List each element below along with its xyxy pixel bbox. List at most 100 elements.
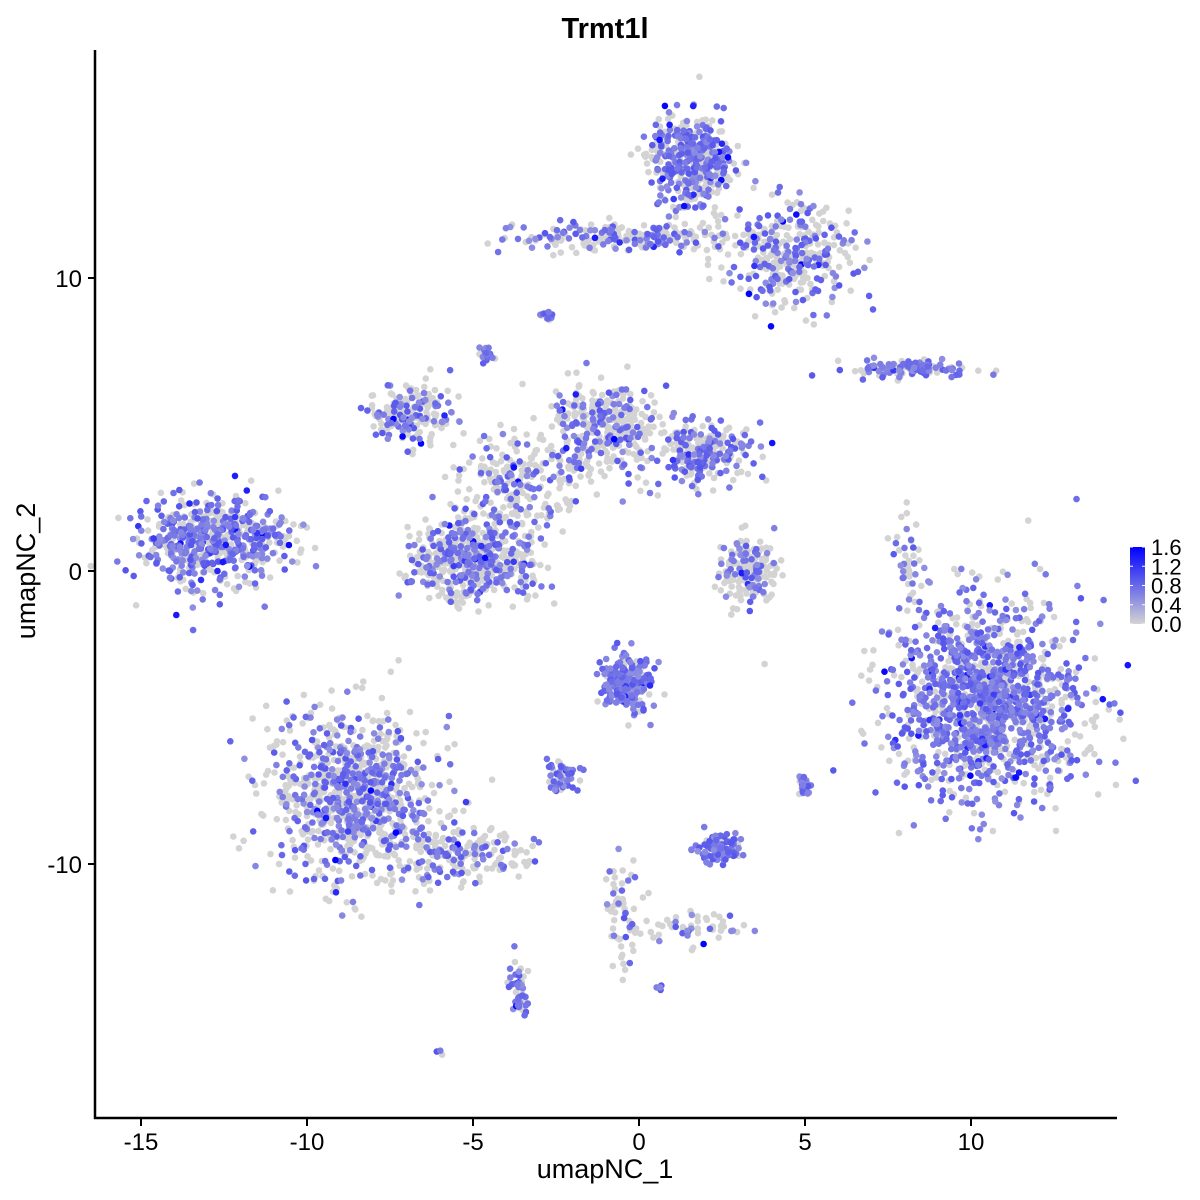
data-point <box>1036 737 1044 745</box>
data-point <box>603 449 611 457</box>
data-point <box>725 577 733 585</box>
data-point <box>814 241 822 248</box>
data-point <box>568 243 576 251</box>
data-point <box>302 860 309 868</box>
data-point <box>376 724 384 731</box>
data-point <box>535 839 543 846</box>
data-point <box>548 423 556 430</box>
data-point <box>539 475 547 482</box>
data-point <box>259 812 267 819</box>
data-point <box>970 584 977 592</box>
data-point <box>399 812 407 820</box>
data-point <box>246 511 254 518</box>
data-point <box>987 696 994 703</box>
data-point <box>650 409 658 416</box>
data-point <box>1010 689 1018 696</box>
data-point <box>378 420 385 428</box>
data-point <box>420 739 427 747</box>
data-point <box>968 825 976 832</box>
data-point <box>954 689 962 697</box>
data-point <box>923 609 930 617</box>
data-point <box>276 788 284 796</box>
data-point <box>368 866 376 874</box>
data-point <box>327 845 334 853</box>
data-point <box>193 499 200 506</box>
data-point <box>610 880 617 888</box>
data-point <box>345 821 353 828</box>
data-point <box>1027 604 1034 612</box>
data-point <box>424 836 432 843</box>
data-point <box>940 645 948 653</box>
data-point <box>1005 771 1012 779</box>
data-point <box>454 488 462 495</box>
data-point <box>290 521 297 528</box>
data-point <box>321 857 329 865</box>
data-point <box>207 566 214 574</box>
data-point <box>157 489 165 497</box>
data-point <box>994 576 1002 583</box>
data-point <box>425 830 433 838</box>
data-point <box>230 833 237 840</box>
data-point <box>429 862 437 869</box>
data-point <box>906 573 913 580</box>
data-point <box>942 664 949 671</box>
data-point <box>999 612 1006 620</box>
data-point <box>347 758 355 765</box>
data-point <box>591 247 599 254</box>
data-point <box>915 781 923 789</box>
data-point <box>194 515 201 522</box>
data-point <box>486 435 493 443</box>
data-point <box>423 865 431 872</box>
data-point <box>366 759 373 766</box>
data-point <box>434 755 442 763</box>
data-point <box>967 741 974 748</box>
data-point <box>174 588 182 595</box>
data-point <box>286 868 293 875</box>
data-point <box>1072 618 1080 626</box>
data-point <box>597 374 605 382</box>
data-point <box>634 474 641 481</box>
data-point <box>1058 706 1066 714</box>
data-point <box>226 555 234 563</box>
data-point <box>715 934 722 941</box>
data-point <box>1038 804 1046 812</box>
data-point <box>346 838 353 845</box>
data-point <box>397 764 405 771</box>
data-point <box>1002 596 1009 603</box>
data-point <box>506 965 514 972</box>
data-point <box>310 875 318 883</box>
data-point <box>328 705 336 712</box>
data-point <box>1054 767 1062 774</box>
data-point <box>307 801 314 809</box>
data-point <box>459 829 466 836</box>
data-point <box>974 621 981 629</box>
data-point <box>1048 703 1056 710</box>
data-point <box>1016 758 1023 766</box>
data-point <box>1019 628 1027 636</box>
data-point <box>519 380 526 388</box>
data-point <box>251 567 259 574</box>
data-point <box>724 251 732 258</box>
data-point <box>261 603 269 610</box>
data-point <box>225 523 233 530</box>
data-point <box>964 649 971 656</box>
data-point <box>202 527 209 534</box>
data-point <box>993 720 1001 727</box>
data-point <box>343 750 351 757</box>
data-point <box>990 659 997 666</box>
data-point <box>308 736 316 744</box>
data-point <box>1048 718 1055 726</box>
data-point <box>167 531 175 539</box>
data-point <box>457 860 465 868</box>
data-point <box>709 117 716 124</box>
data-point <box>857 367 865 374</box>
data-point <box>773 565 780 572</box>
data-point <box>883 678 891 685</box>
data-point <box>945 637 953 644</box>
data-point <box>180 520 187 528</box>
data-point <box>639 894 647 901</box>
data-point <box>655 115 663 123</box>
data-point <box>339 833 347 841</box>
data-point <box>223 580 231 588</box>
data-point <box>334 804 341 811</box>
